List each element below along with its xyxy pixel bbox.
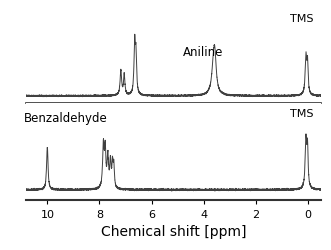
Text: TMS: TMS bbox=[290, 14, 313, 24]
X-axis label: Chemical shift [ppm]: Chemical shift [ppm] bbox=[101, 224, 247, 238]
Text: Aniline: Aniline bbox=[183, 46, 223, 59]
Text: TMS: TMS bbox=[290, 109, 313, 119]
Text: Benzaldehyde: Benzaldehyde bbox=[24, 111, 108, 124]
